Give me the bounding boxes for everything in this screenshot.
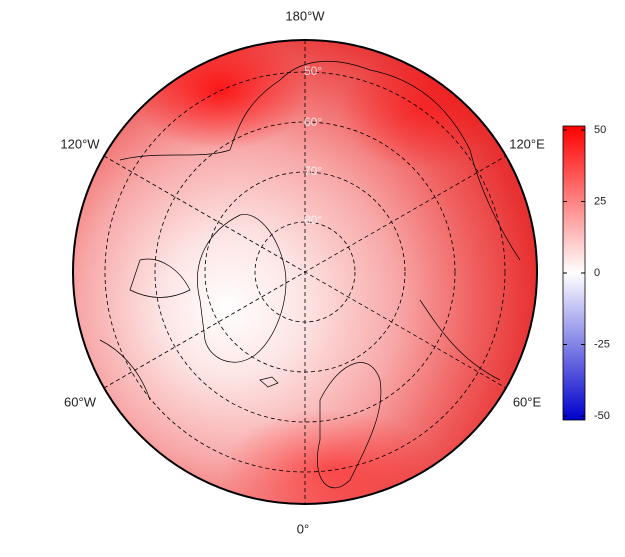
hotspot	[220, 410, 440, 504]
colorbar-tick-label: -25	[594, 338, 610, 350]
longitude-label: 60°W	[64, 394, 97, 409]
longitude-label: 0°	[297, 521, 309, 536]
latitude-label: 50°	[304, 64, 322, 78]
latitude-label: 60°	[304, 115, 322, 129]
latitude-label: 70°	[304, 164, 322, 178]
coastlines	[99, 60, 521, 489]
colorbar-tick-label: -50	[594, 410, 610, 422]
longitude-label: 120°W	[60, 136, 100, 151]
map-border	[72, 39, 538, 505]
graticule	[103, 40, 507, 504]
longitude-label: 120°E	[509, 136, 545, 151]
longitude-label: 180°W	[285, 8, 325, 23]
colorbar-tick-label: 25	[594, 195, 606, 207]
latitude-label: 80°	[304, 213, 322, 227]
colorbar-tick-label: 0	[594, 267, 600, 279]
colorbar-tick-label: 50	[594, 124, 606, 136]
longitude-label: 60°E	[513, 394, 542, 409]
hotspot	[130, 40, 310, 150]
